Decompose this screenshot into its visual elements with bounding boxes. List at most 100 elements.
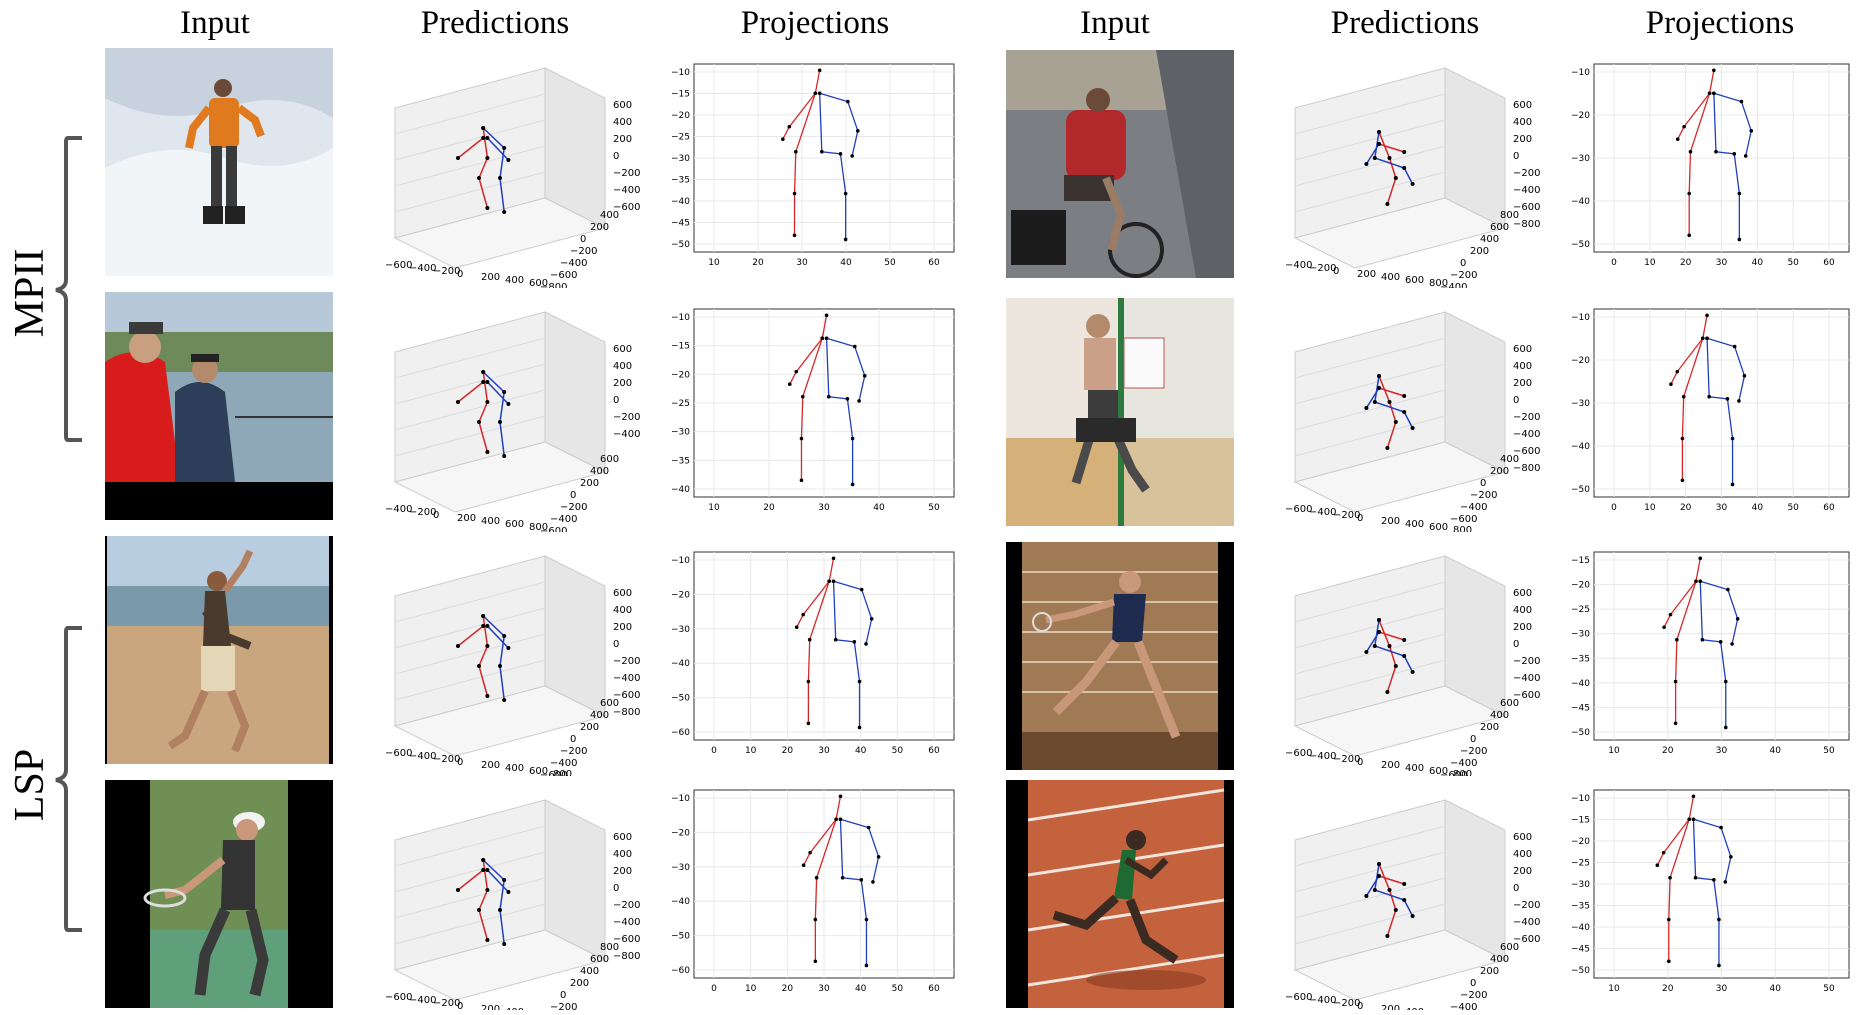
skeleton-joint xyxy=(481,380,486,384)
skeleton-limb xyxy=(478,127,489,209)
prediction-3d-plot-r4c2: 6004002000−200−400−600−600−400−200020040… xyxy=(1255,780,1550,1015)
x-tick-label: 10 xyxy=(708,503,720,513)
z-tick-label: −600 xyxy=(1513,934,1540,945)
projection-joint xyxy=(1732,344,1737,349)
z-tick-label: 200 xyxy=(1513,378,1532,389)
skeleton-limb xyxy=(478,371,489,453)
projection-joint xyxy=(862,374,867,378)
projection-2d-plot-r2c1: 10 20 30 40 50 −10 −15 −20 −25 −30 −35 −40 xyxy=(660,305,960,519)
skeleton-limb xyxy=(482,615,505,701)
projection-joint xyxy=(845,397,850,401)
y-tick-label: −40 xyxy=(1571,679,1590,689)
y-tick-label: 400 xyxy=(1500,454,1519,465)
y-tick-label: −200 xyxy=(1470,490,1497,501)
projection-joint xyxy=(1742,374,1747,378)
projection-joint xyxy=(1662,625,1666,629)
input-photo-sprinter xyxy=(1006,780,1234,1008)
input-photo-skier xyxy=(105,48,333,276)
y-tick-label: 400 xyxy=(580,966,599,977)
projection-joint xyxy=(869,617,874,621)
projection-limb xyxy=(1706,337,1746,402)
z-tick-label: −200 xyxy=(613,168,640,179)
grid-line xyxy=(1294,171,1446,213)
x-tick-label: 800 xyxy=(529,522,548,532)
skeleton-limb xyxy=(1373,375,1414,429)
skeleton-joint xyxy=(506,402,511,406)
x-tick-label: 0 xyxy=(457,757,463,768)
z-tick-label: 600 xyxy=(1513,100,1532,111)
projection-joint xyxy=(1661,850,1666,855)
x-tick-label: 400 xyxy=(505,1007,524,1010)
grid-line xyxy=(1294,825,1446,867)
y-tick-label: −400 xyxy=(560,258,587,269)
grid-line xyxy=(394,415,546,457)
x-tick-label: 40 xyxy=(855,746,867,756)
z-tick-label: 200 xyxy=(613,866,632,877)
projection-joint xyxy=(799,436,804,441)
z-tick-label: −200 xyxy=(613,900,640,911)
prediction-3d-plot-r2c2: 600 400 200 0 −200 −400 −600 −800 −600 −400 −200 0 2… xyxy=(1255,292,1550,536)
projection-joint xyxy=(857,399,861,403)
skeleton-joint xyxy=(456,888,460,892)
projection-joint xyxy=(787,124,792,129)
projection-joint xyxy=(794,625,799,629)
z-tick-label: −400 xyxy=(613,429,640,440)
projection-limb xyxy=(833,580,873,645)
projection-joint xyxy=(792,233,797,238)
projection-joint xyxy=(1730,482,1735,487)
x-tick-label: 30 xyxy=(818,503,830,513)
projection-joint xyxy=(1707,394,1711,399)
y-tick-label: −10 xyxy=(671,68,690,78)
projection-joint xyxy=(1681,394,1686,399)
skeleton-joint xyxy=(1410,670,1415,674)
y-tick-label: 400 xyxy=(600,210,619,221)
y-tick-label: −60 xyxy=(671,728,690,738)
grid-line xyxy=(1294,145,1446,187)
projection-joint xyxy=(824,313,829,318)
z-tick-label: 600 xyxy=(1513,832,1532,843)
skeleton-joint xyxy=(485,694,490,698)
y-tick-label: 0 xyxy=(570,490,576,501)
grid-line xyxy=(394,119,546,161)
z-tick-label: −600 xyxy=(613,934,640,945)
projection-joint xyxy=(1680,436,1685,441)
projection-joint xyxy=(840,875,845,880)
projection-joint xyxy=(1717,917,1721,922)
grid-line xyxy=(394,825,546,867)
projection-limb xyxy=(1700,580,1739,645)
y-tick-label: −10 xyxy=(671,794,690,804)
projection-joint xyxy=(1667,917,1671,922)
projection-joint xyxy=(807,637,812,642)
x-tick-label: −400 xyxy=(1309,995,1336,1006)
projection-joint xyxy=(1700,637,1705,642)
column-header-input-right: Input xyxy=(1080,5,1150,41)
skeleton-joint xyxy=(485,888,490,892)
skeleton-limb xyxy=(1373,131,1414,185)
y-tick-label: −200 xyxy=(560,746,587,757)
y-tick-label: −30 xyxy=(671,154,690,164)
x-tick-label: 0 xyxy=(1611,503,1617,513)
z-tick-label: 600 xyxy=(1513,588,1532,599)
x-tick-label: −200 xyxy=(1333,510,1360,521)
skeleton-limb xyxy=(457,869,484,891)
y-tick-label: −50 xyxy=(671,694,690,704)
x-tick-label: 40 xyxy=(1752,258,1764,268)
y-tick-label: 200 xyxy=(1480,722,1499,733)
x-tick-label: 200 xyxy=(1381,1004,1400,1010)
projection-joint xyxy=(859,878,864,882)
z-tick-label: −600 xyxy=(1513,690,1540,701)
skeleton-joint xyxy=(1377,374,1381,378)
y-tick-label: 400 xyxy=(590,710,609,721)
floor-pane xyxy=(393,929,607,1001)
projection-joint xyxy=(1701,336,1705,341)
projection-limb xyxy=(840,818,880,883)
y-tick-label: −50 xyxy=(1571,240,1590,250)
x-tick-label: −400 xyxy=(409,995,436,1006)
skeleton-joint xyxy=(1402,882,1407,886)
x-tick-label: 800 xyxy=(1453,525,1472,532)
z-tick-label: −600 xyxy=(613,202,640,213)
y-tick-label: −50 xyxy=(1571,728,1590,738)
x-tick-label: −400 xyxy=(1309,507,1336,518)
y-tick-label: −30 xyxy=(1571,399,1590,409)
y-tick-label: −600 xyxy=(1440,770,1467,776)
